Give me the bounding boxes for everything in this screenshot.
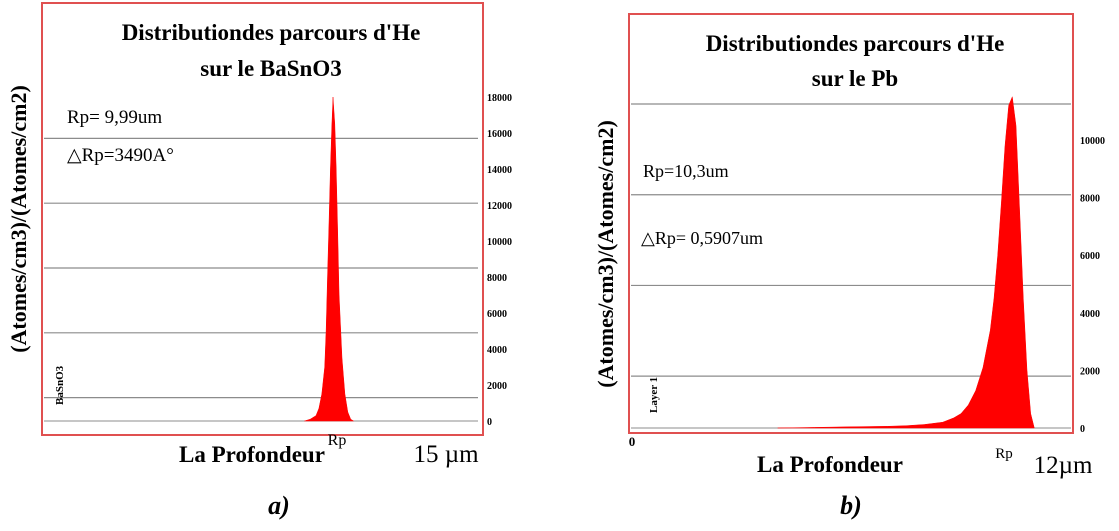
y-tick-label: 16000	[487, 129, 512, 140]
y-tick-label: 2000	[1080, 366, 1100, 377]
panel-b-x-axis-label: La Profondeur	[757, 452, 903, 477]
y-tick-label: 4000	[487, 345, 507, 356]
y-tick-label: 6000	[1080, 251, 1100, 262]
y-tick-label: 2000	[487, 381, 507, 392]
panel-a-frame	[41, 2, 484, 436]
panel-a-title-line2: sur le BaSnO3	[200, 56, 341, 81]
panel-b-distribution-area	[777, 95, 1035, 429]
panel-a-title-line1: Distributiondes parcours d'He	[122, 20, 421, 45]
y-tick-label: 10000	[1080, 136, 1105, 147]
y-tick-label: 0	[1080, 424, 1085, 435]
y-tick-label: 8000	[487, 273, 507, 284]
panel-b: Distributiondes parcours d'He sur le Pb …	[593, 13, 1105, 479]
panel-a-legend-label: BaSnO3	[54, 365, 66, 405]
panel-a-annotation-rp: Rp= 9,99um	[67, 107, 162, 128]
caption-a: a)	[268, 491, 290, 520]
panel-a-y-axis-label: (Atomes/cm3)/(Atomes/cm2)	[6, 85, 31, 353]
panel-b-title-line1: Distributiondes parcours d'He	[706, 31, 1005, 56]
panel-a: Distributiondes parcours d'He sur le BaS…	[6, 2, 512, 468]
y-tick-label: 10000	[487, 237, 512, 248]
y-tick-label: 8000	[1080, 194, 1100, 205]
panel-a-annotation-delta-rp: △Rp=3490A°	[67, 145, 174, 166]
panel-b-y-axis-label: (Atomes/cm3)/(Atomes/cm2)	[593, 120, 618, 388]
y-tick-label: 0	[487, 417, 492, 428]
y-tick-label: 12000	[487, 201, 512, 212]
panel-b-y-ticks: 0 2000 4000 6000 8000 10000	[1080, 136, 1105, 435]
panel-b-legend-label: Layer 1	[648, 377, 660, 413]
y-tick-label: 14000	[487, 165, 512, 176]
panel-b-annotation-delta-rp: △Rp= 0,5907um	[641, 228, 763, 248]
panel-a-gridlines	[44, 137, 478, 422]
panel-a-x-marker-label: Rp	[328, 432, 347, 449]
y-tick-label: 4000	[1080, 309, 1100, 320]
caption-b: b)	[840, 491, 862, 520]
panel-b-x-end-label: 12µm	[1034, 452, 1093, 479]
panel-b-x-marker-label: Rp	[995, 446, 1013, 462]
panel-b-annotation-rp: Rp=10,3um	[643, 161, 729, 181]
panel-a-distribution-area	[304, 96, 355, 422]
y-tick-label: 18000	[487, 93, 512, 104]
panel-b-title-line2: sur le Pb	[812, 66, 898, 91]
panel-b-x-start-label: 0	[629, 434, 636, 449]
panel-a-x-end-label: 15 µm	[413, 441, 479, 468]
panel-a-x-axis-label: La Profondeur	[179, 442, 325, 467]
panel-a-y-ticks: 0 2000 4000 6000 8000 10000 12000 14000 16000 180…	[487, 93, 512, 428]
y-tick-label: 6000	[487, 309, 507, 320]
